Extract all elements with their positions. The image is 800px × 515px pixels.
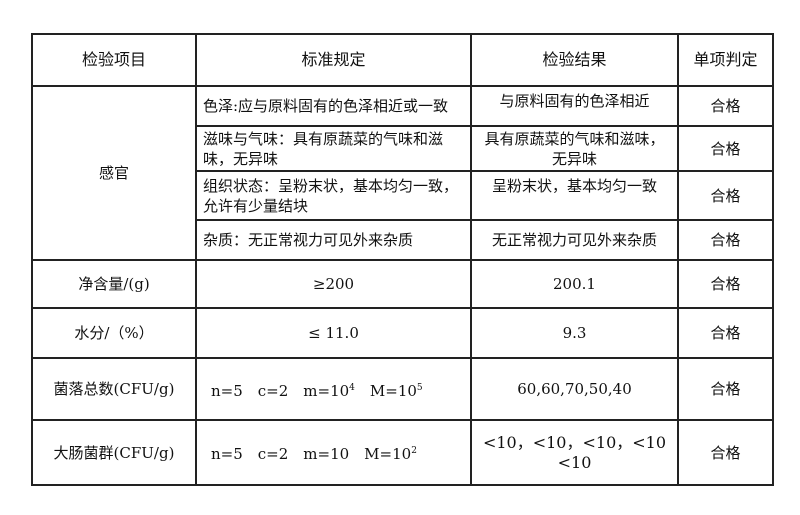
inspection-table: 检验项目 标准规定 检验结果 单项判定 感官 色泽:应与原料固有的色泽相近或一致… — [31, 33, 774, 486]
item-cell: 水分/（%） — [31, 307, 197, 359]
standard-cell: 杂质：无正常视力可见外来杂质 — [195, 219, 472, 261]
verdict-cell: 合格 — [677, 259, 774, 309]
standard-text: n=5 c=2 m=10 — [211, 381, 350, 400]
verdict-cell: 合格 — [677, 307, 774, 359]
standard-text: n=5 c=2 m=10 M=10 — [211, 445, 412, 463]
verdict-cell: 合格 — [677, 125, 774, 172]
header-result: 检验结果 — [470, 33, 679, 87]
header-item: 检验项目 — [31, 33, 197, 87]
table-row: 滋味与气味：具有原蔬菜的气味和滋味，无异味 具有原蔬菜的气味和滋味，无异味 合格 — [32, 125, 774, 172]
standard-cell: n=5 c=2 m=104 M=105 — [195, 357, 472, 421]
standard-cell: 滋味与气味：具有原蔬菜的气味和滋味，无异味 — [195, 125, 472, 172]
table-row: 菌落总数(CFU/g) n=5 c=2 m=104 M=105 60,60,70… — [31, 357, 774, 421]
verdict-cell: 合格 — [677, 85, 774, 127]
table-row: 大肠菌群(CFU/g) n=5 c=2 m=10 M=102 <10，<10，<… — [31, 419, 774, 486]
standard-cell: 组织状态：呈粉末状，基本均匀一致，允许有少量结块 — [195, 170, 472, 221]
standard-text: M=10 — [354, 381, 417, 400]
standard-cell: n=5 c=2 m=10 M=102 — [195, 419, 472, 486]
sensory-item: 感官 — [31, 85, 197, 261]
table-row: 净含量/(g) ≥200 200.1 合格 — [31, 259, 774, 309]
result-cell: 9.3 — [470, 307, 679, 359]
table-row: 水分/（%） ≤ 11.0 9.3 合格 — [31, 307, 774, 359]
item-cell: 菌落总数(CFU/g) — [31, 357, 197, 421]
header-standard: 标准规定 — [195, 33, 472, 87]
result-cell: 无正常视力可见外来杂质 — [470, 219, 679, 261]
table-row: 杂质：无正常视力可见外来杂质 无正常视力可见外来杂质 合格 — [32, 219, 774, 261]
verdict-cell: 合格 — [677, 357, 774, 421]
result-cell: 具有原蔬菜的气味和滋味，无异味 — [470, 125, 679, 172]
standard-cell: 色泽:应与原料固有的色泽相近或一致 — [195, 85, 472, 127]
standard-cell: ≤ 11.0 — [195, 307, 472, 359]
exponent: 4 — [349, 382, 355, 393]
header-verdict: 单项判定 — [677, 33, 774, 87]
header-row: 检验项目 标准规定 检验结果 单项判定 — [31, 33, 774, 87]
result-cell: <10，<10，<10，<10 <10 — [470, 419, 679, 486]
table-row: 感官 色泽:应与原料固有的色泽相近或一致 与原料固有的色泽相近 合格 — [31, 85, 774, 261]
item-cell: 大肠菌群(CFU/g) — [31, 419, 197, 486]
result-cell: 60,60,70,50,40 — [470, 357, 679, 421]
standard-cell: ≥200 — [195, 259, 472, 309]
table-row: 组织状态：呈粉末状，基本均匀一致，允许有少量结块 呈粉末状，基本均匀一致 合格 — [32, 170, 774, 221]
verdict-cell: 合格 — [677, 219, 774, 261]
exponent: 2 — [411, 446, 417, 456]
result-cell: 与原料固有的色泽相近 — [470, 85, 679, 127]
item-cell: 净含量/(g) — [31, 259, 197, 309]
result-cell: 200.1 — [470, 259, 679, 309]
result-cell: 呈粉末状，基本均匀一致 — [470, 170, 679, 221]
exponent: 5 — [416, 382, 423, 393]
verdict-cell: 合格 — [677, 419, 774, 486]
verdict-cell: 合格 — [677, 170, 774, 221]
